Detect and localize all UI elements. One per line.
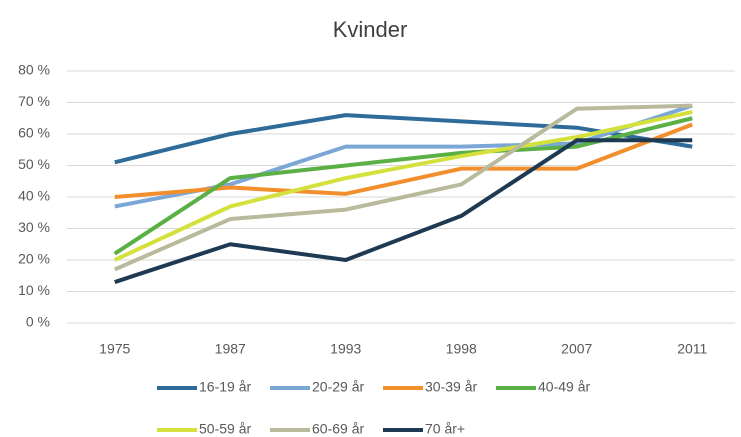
data-line: [114, 113, 693, 165]
x-tick-label: 1987: [215, 341, 246, 357]
legend-label: 20-29 år: [312, 379, 364, 395]
x-tick-label: 1993: [330, 341, 361, 357]
x-tick-label: 2007: [561, 341, 592, 357]
x-tick-label: 1998: [446, 341, 477, 357]
legend-label: 70 år+: [425, 421, 465, 437]
legend-label: 40-49 år: [538, 379, 590, 395]
y-tick-label: 0 %: [26, 314, 50, 330]
y-tick-label: 80 %: [18, 62, 50, 78]
y-tick-label: 70 %: [18, 93, 50, 109]
legend-label: 16-19 år: [199, 379, 251, 395]
data-line: [114, 138, 693, 284]
y-tick-label: 60 %: [18, 125, 50, 141]
y-tick-label: 10 %: [18, 282, 50, 298]
data-line: [113, 109, 693, 262]
chart-title: Kvinder: [333, 17, 408, 42]
legend-label: 50-59 år: [199, 421, 251, 437]
y-tick-label: 40 %: [18, 188, 50, 204]
y-tick-label: 30 %: [18, 219, 50, 235]
data-line: [113, 103, 693, 272]
y-tick-label: 50 %: [18, 156, 50, 172]
x-tick-label: 2011: [677, 341, 707, 357]
legend-label: 60-69 år: [312, 421, 364, 437]
x-tick-label: 1975: [99, 341, 130, 357]
y-tick-label: 20 %: [18, 251, 50, 267]
legend-label: 30-39 år: [425, 379, 477, 395]
